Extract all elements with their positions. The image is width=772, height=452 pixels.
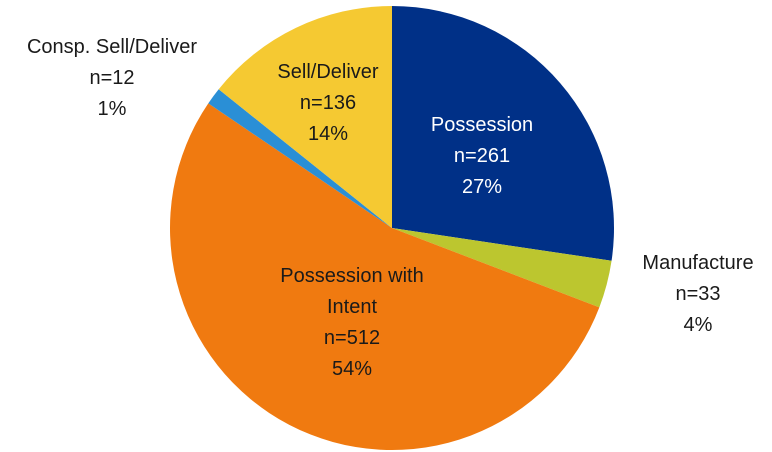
count-label: n=136 (299, 92, 357, 114)
category-label: Manufacture (642, 252, 754, 274)
pie-slice (392, 228, 612, 308)
percent-label: 14% (307, 123, 349, 145)
count-label: n=261 (453, 145, 511, 167)
count-label: n=512 (323, 327, 381, 349)
category-label: Sell/Deliver (277, 61, 379, 83)
percent-label: 27% (461, 176, 503, 198)
count-label: n=33 (675, 283, 721, 305)
slice-label: Manufacture n=33 4% (598, 248, 772, 341)
category-label: Possession with Intent (280, 265, 424, 318)
pie-slice (208, 89, 392, 228)
percent-label: 4% (683, 314, 713, 336)
slice-label: Sell/Deliver n=136 14% (248, 57, 408, 150)
category-label: Consp. Sell/Deliver (26, 36, 198, 58)
percent-label: 54% (331, 358, 373, 380)
slice-label: Possession with Intent n=512 54% (270, 261, 435, 385)
percent-label: 1% (97, 98, 127, 120)
pie-slice (218, 6, 392, 228)
slice-label: Consp. Sell/Deliver n=12 1% (2, 32, 222, 125)
count-label: n=12 (89, 67, 135, 89)
pie-slice (392, 6, 614, 261)
pie-slice (170, 103, 600, 450)
slice-label: Possession n=261 27% (382, 110, 582, 203)
category-label: Possession (430, 114, 534, 136)
